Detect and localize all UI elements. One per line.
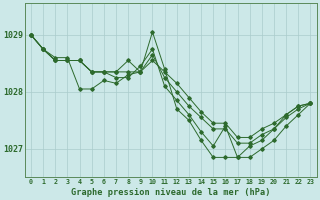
X-axis label: Graphe pression niveau de la mer (hPa): Graphe pression niveau de la mer (hPa) — [71, 188, 270, 197]
